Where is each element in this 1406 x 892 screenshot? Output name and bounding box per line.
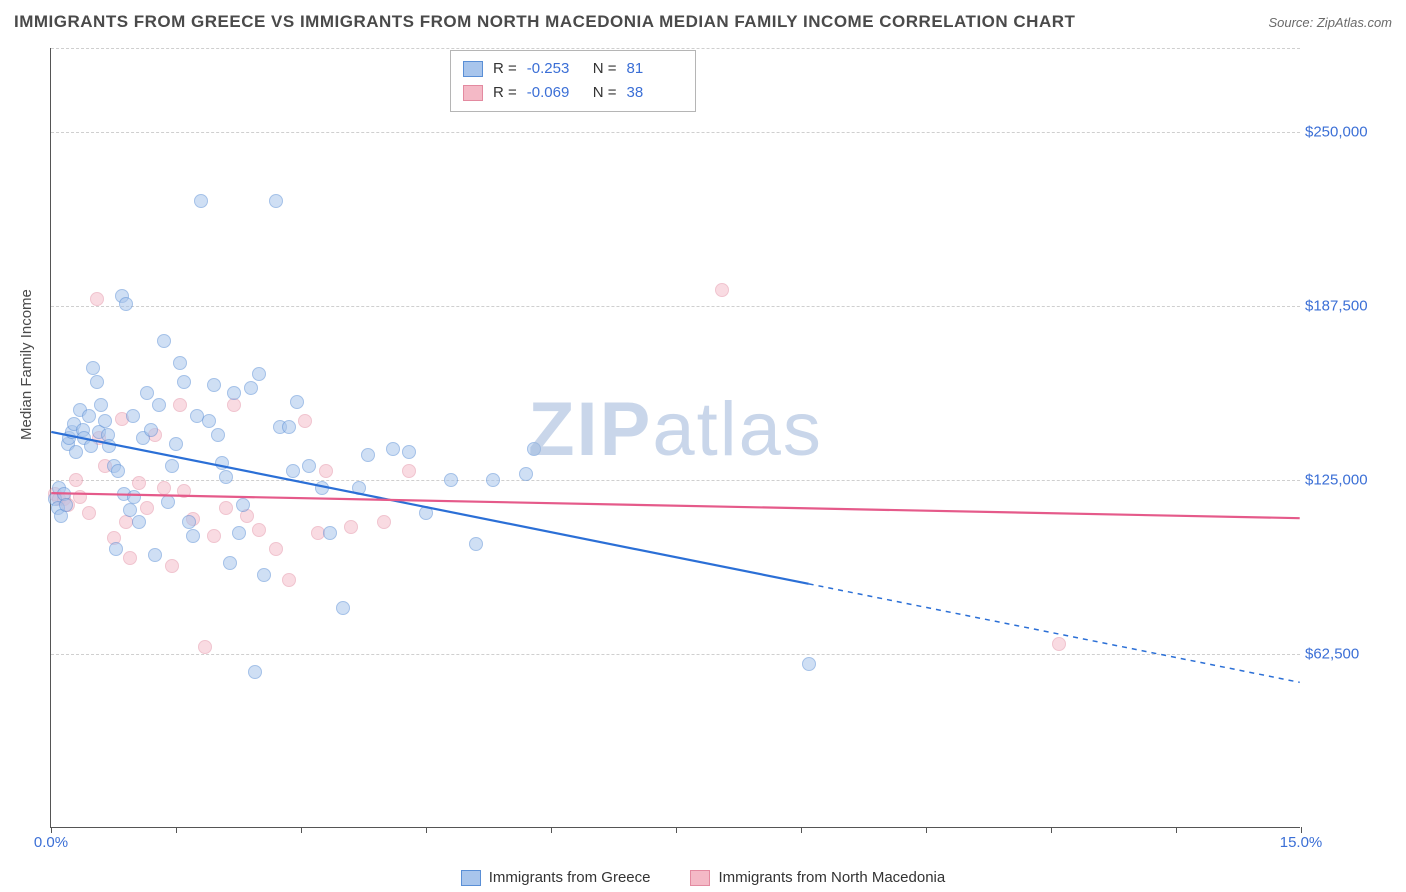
n-value: 38 (627, 81, 683, 105)
x-tick-mark (926, 827, 927, 833)
y-axis-label: Median Family Income (18, 289, 35, 440)
y-tick-label: $125,000 (1305, 471, 1380, 488)
x-tick-label: 15.0% (1280, 834, 1323, 851)
legend-label: Immigrants from Greece (489, 869, 651, 886)
r-label: R = (493, 81, 517, 105)
legend-swatch (461, 870, 481, 886)
r-value: -0.069 (527, 81, 583, 105)
x-tick-mark (801, 827, 802, 833)
trendline-greece-extrapolated (809, 584, 1300, 682)
legend-item-greece: Immigrants from Greece (461, 869, 651, 886)
y-tick-label: $250,000 (1305, 123, 1380, 140)
trendline-greece (51, 432, 808, 584)
chart-plot-area: ZIPatlas $62,500$125,000$187,500$250,000… (50, 48, 1300, 828)
legend-label: Immigrants from North Macedonia (718, 869, 945, 886)
legend-item-macedonia: Immigrants from North Macedonia (690, 869, 945, 886)
series-legend: Immigrants from Greece Immigrants from No… (0, 869, 1406, 886)
chart-header: IMMIGRANTS FROM GREECE VS IMMIGRANTS FRO… (14, 12, 1392, 32)
correlation-legend: R = -0.253 N = 81 R = -0.069 N = 38 (450, 50, 696, 112)
x-tick-mark (1051, 827, 1052, 833)
y-tick-label: $62,500 (1305, 645, 1380, 662)
n-label: N = (593, 57, 617, 81)
x-tick-mark (676, 827, 677, 833)
x-tick-mark (301, 827, 302, 833)
x-tick-label: 0.0% (34, 834, 68, 851)
legend-swatch (690, 870, 710, 886)
legend-row-macedonia: R = -0.069 N = 38 (463, 81, 683, 105)
trend-lines-layer (51, 48, 1300, 827)
x-tick-mark (1301, 827, 1302, 833)
x-tick-mark (176, 827, 177, 833)
legend-swatch (463, 61, 483, 77)
n-label: N = (593, 81, 617, 105)
n-value: 81 (627, 57, 683, 81)
r-value: -0.253 (527, 57, 583, 81)
legend-row-greece: R = -0.253 N = 81 (463, 57, 683, 81)
trendline-macedonia (51, 493, 1299, 518)
chart-title: IMMIGRANTS FROM GREECE VS IMMIGRANTS FRO… (14, 12, 1075, 32)
x-tick-mark (426, 827, 427, 833)
r-label: R = (493, 57, 517, 81)
x-tick-mark (1176, 827, 1177, 833)
legend-swatch (463, 85, 483, 101)
x-tick-mark (51, 827, 52, 833)
x-tick-mark (551, 827, 552, 833)
y-tick-label: $187,500 (1305, 297, 1380, 314)
source-label: Source: ZipAtlas.com (1268, 15, 1392, 30)
